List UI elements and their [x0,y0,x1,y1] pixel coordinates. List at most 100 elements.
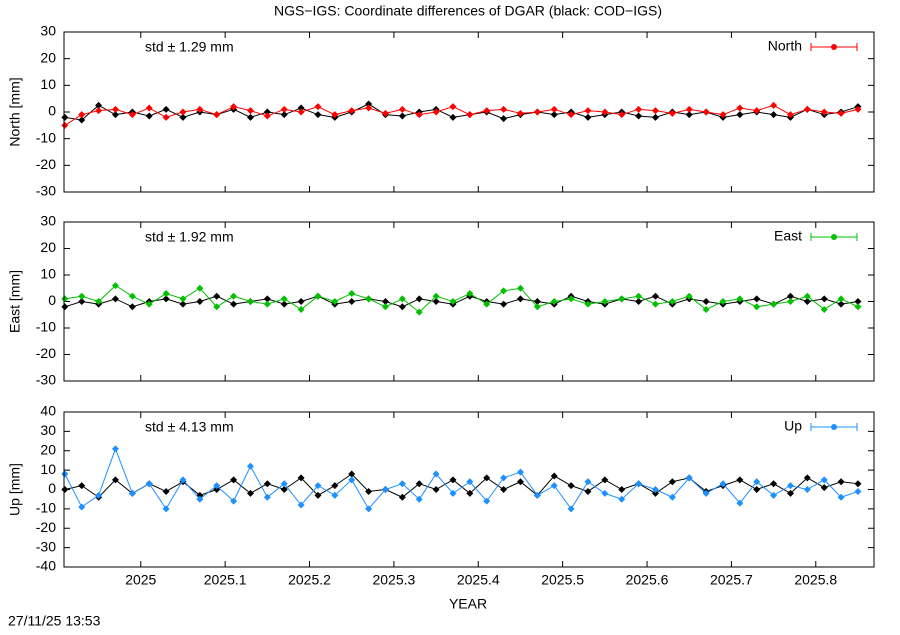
point [618,295,626,303]
point [230,497,238,505]
point [381,109,389,117]
point [398,112,406,120]
point [702,108,710,116]
point [128,489,136,497]
point [668,298,676,305]
point [483,474,491,482]
point [415,295,423,303]
point [500,300,508,308]
point [533,108,541,116]
point [145,300,153,308]
point [651,113,659,121]
point [331,298,339,305]
point [651,300,659,308]
point [635,112,643,120]
point [803,105,811,113]
point [61,121,69,129]
point [213,292,221,300]
std-annotation: std ± 1.92 mm [145,229,234,245]
point [770,480,778,488]
point [837,478,845,486]
point [533,491,541,499]
point [280,105,288,113]
point [365,100,373,108]
point [466,478,474,486]
point [128,292,136,300]
y-tick-label: 40 [40,403,56,419]
point [500,115,508,123]
point [854,487,862,495]
point [854,480,862,488]
y-tick-label: 20 [40,49,56,65]
point [432,292,440,300]
point [753,478,761,486]
point [449,103,457,111]
point [280,486,288,493]
point [263,112,271,120]
point [550,298,558,305]
point [280,111,288,119]
point [702,298,710,305]
y-tick-label: 20 [40,441,56,457]
point [365,487,373,495]
point [786,489,794,497]
point [770,491,778,499]
point [111,111,119,119]
point [297,501,305,509]
x-tick-label: 2025 [125,572,156,588]
point [483,300,491,308]
point [651,486,659,493]
point [432,470,440,478]
point [381,298,389,305]
legend-label: Up [784,418,802,434]
y-tick-label: -10 [36,319,56,335]
x-tick-label: 2025.1 [204,572,247,588]
point [719,480,727,488]
point [196,105,204,113]
point [162,505,170,513]
std-annotation: std ± 1.29 mm [145,39,234,55]
point [230,300,238,308]
point [753,486,761,493]
point [820,295,828,303]
point [753,303,761,311]
point [567,295,575,303]
point [78,503,86,511]
point [567,111,575,119]
point [500,105,508,113]
point [230,476,238,484]
point [432,108,440,116]
point [702,305,710,313]
point [263,295,271,303]
point [786,298,794,305]
point [398,480,406,488]
y-tick-label: 0 [48,292,56,308]
point [449,113,457,121]
point [95,107,103,115]
point [61,113,69,121]
y-tick-label: -20 [36,519,56,535]
point [500,486,508,493]
point [668,493,676,501]
point [314,482,322,490]
point [736,499,744,507]
point [263,300,271,308]
point [533,303,541,311]
point [95,491,103,499]
point [111,476,119,484]
point [61,470,69,478]
point [179,300,187,308]
point [246,113,254,121]
point [398,493,406,501]
point [432,486,440,493]
point [246,298,254,305]
y-tick-label: -30 [36,372,56,388]
point [786,482,794,490]
point [449,476,457,484]
point [381,486,389,493]
point [483,107,491,115]
point [618,495,626,503]
point [584,300,592,308]
point [111,105,119,113]
plot-frame [63,411,875,568]
